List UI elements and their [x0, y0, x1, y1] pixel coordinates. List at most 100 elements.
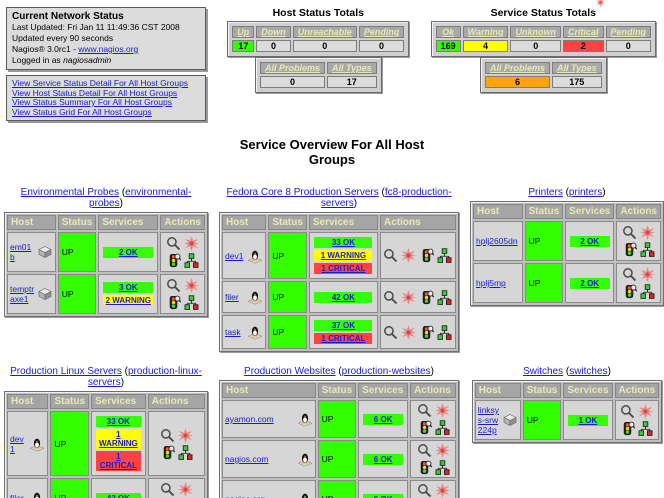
service-all-problems-link[interactable]: All Problems	[484, 62, 550, 74]
traffic-light-icon[interactable]	[166, 253, 181, 268]
group-alias-link[interactable]: printers	[568, 187, 603, 198]
starburst-icon[interactable]	[638, 404, 653, 419]
status-map-icon[interactable]	[435, 420, 450, 435]
status-map-icon[interactable]	[178, 445, 193, 460]
host-link[interactable]: nagios.org	[225, 494, 265, 498]
service-ok-link[interactable]: 6 OK	[373, 414, 393, 424]
magnifier-icon[interactable]	[417, 443, 432, 458]
service-critical-link[interactable]: 1 CRITICAL	[99, 452, 138, 470]
starburst-icon[interactable]	[640, 225, 655, 240]
traffic-light-icon[interactable]	[622, 242, 637, 257]
service-warning-link[interactable]: 1 WARNING	[320, 251, 367, 260]
group-name-link[interactable]: Fedora Core 8 Production Servers	[226, 187, 379, 198]
host-link[interactable]: dev1	[10, 433, 24, 454]
magnifier-icon[interactable]	[160, 482, 175, 497]
host-all-types-link[interactable]: All Types	[326, 62, 377, 74]
status-map-icon[interactable]	[638, 421, 653, 436]
service-all-types-link[interactable]: All Types	[551, 62, 602, 74]
host-link[interactable]: hplj5mp	[476, 278, 506, 288]
status-map-icon[interactable]	[640, 284, 655, 299]
host-total-down-link[interactable]: Down	[256, 26, 291, 38]
starburst-icon[interactable]	[401, 290, 416, 305]
service-total-pending-link[interactable]: Pending	[605, 26, 651, 38]
status-map-icon[interactable]	[437, 248, 452, 263]
service-total-ok-link[interactable]: Ok	[435, 26, 461, 38]
traffic-light-icon[interactable]	[419, 325, 434, 340]
magnifier-icon[interactable]	[622, 225, 637, 240]
group-alias-link[interactable]: environmental-probes	[89, 187, 192, 209]
host-all-problems-link[interactable]: All Problems	[259, 62, 325, 74]
service-ok-link[interactable]: 37 OK	[331, 321, 355, 330]
service-ok-link[interactable]: 2 OK	[118, 247, 138, 257]
host-total-pending-link[interactable]: Pending	[358, 26, 405, 38]
service-ok-link[interactable]: 6 OK	[374, 495, 393, 498]
host-link[interactable]: task	[225, 327, 241, 337]
traffic-light-icon[interactable]	[417, 460, 432, 475]
service-ok-link[interactable]: 1 OK	[578, 415, 598, 425]
service-ok-link[interactable]: 3 OK	[118, 283, 138, 292]
traffic-light-icon[interactable]	[622, 284, 637, 299]
magnifier-icon[interactable]	[383, 248, 398, 263]
status-map-icon[interactable]	[437, 290, 452, 305]
magnifier-icon[interactable]	[620, 404, 635, 419]
magnifier-icon[interactable]	[166, 278, 181, 293]
magnifier-icon[interactable]	[417, 403, 432, 418]
service-warning-link[interactable]: 1 WARNING	[99, 430, 138, 448]
magnifier-icon[interactable]	[622, 267, 637, 282]
starburst-icon[interactable]	[184, 278, 199, 293]
traffic-light-icon[interactable]	[160, 445, 175, 460]
service-ok-link[interactable]: 6 OK	[373, 454, 393, 464]
host-link[interactable]: dev1	[225, 250, 244, 261]
status-map-icon[interactable]	[184, 253, 199, 268]
status-map-icon[interactable]	[435, 460, 450, 475]
group-name-link[interactable]: Printers	[528, 187, 563, 198]
group-name-link[interactable]: Switches	[523, 366, 564, 377]
traffic-light-icon[interactable]	[620, 421, 635, 436]
service-ok-link[interactable]: 2 OK	[580, 236, 600, 246]
starburst-icon[interactable]	[401, 248, 416, 263]
status-map-icon[interactable]	[184, 295, 199, 310]
starburst-icon[interactable]	[435, 483, 450, 498]
starburst-icon[interactable]	[435, 403, 450, 418]
status-map-icon[interactable]	[437, 325, 452, 340]
host-total-unreachable-link[interactable]: Unreachable	[292, 26, 357, 38]
magnifier-icon[interactable]	[166, 236, 181, 251]
service-ok-link[interactable]: 2 OK	[580, 278, 600, 288]
host-link[interactable]: ayamon.com	[225, 414, 274, 424]
starburst-icon[interactable]	[184, 236, 199, 251]
host-link[interactable]: filer	[10, 493, 24, 498]
service-ok-link[interactable]: 42 OK	[106, 493, 130, 498]
starburst-icon[interactable]	[401, 325, 416, 340]
nav-link-status-grid[interactable]: View Status Grid For All Host Groups	[12, 106, 152, 117]
service-total-unknown-link[interactable]: Unknown	[510, 26, 561, 38]
nav-link-service-status-detail[interactable]: View Service Status Detail For All Host …	[12, 78, 189, 88]
host-link[interactable]: temptraxe1	[10, 284, 35, 304]
service-warning-link[interactable]: 2 WARNING	[105, 296, 151, 305]
host-link[interactable]: filer	[225, 292, 239, 302]
service-ok-link[interactable]: 42 OK	[331, 292, 355, 302]
traffic-light-icon[interactable]	[166, 295, 181, 310]
starburst-icon[interactable]	[178, 428, 193, 443]
host-link[interactable]: hplj2605dn	[476, 236, 518, 246]
service-total-critical-link[interactable]: Critical	[562, 26, 604, 38]
service-critical-link[interactable]: 1 CRITICAL	[321, 334, 366, 343]
starburst-icon[interactable]	[640, 267, 655, 282]
host-link[interactable]: em01b	[10, 242, 32, 262]
magnifier-icon[interactable]	[383, 290, 398, 305]
service-ok-link[interactable]: 33 OK	[331, 238, 355, 247]
traffic-light-icon[interactable]	[417, 420, 432, 435]
group-alias-link[interactable]: switches	[569, 366, 608, 377]
magnifier-icon[interactable]	[160, 428, 175, 443]
host-link[interactable]: nagios.com	[225, 454, 269, 464]
traffic-light-icon[interactable]	[419, 290, 434, 305]
starburst-icon[interactable]	[178, 482, 193, 497]
nagios-org-link[interactable]: www.nagios.org	[78, 44, 139, 54]
host-link[interactable]: linksys-srw224p	[477, 405, 500, 435]
service-critical-link[interactable]: 1 CRITICAL	[321, 264, 366, 273]
nav-link-host-status-detail[interactable]: View Host Status Detail For All Host Gro…	[12, 87, 178, 98]
group-name-link[interactable]: Production Linux Servers	[10, 366, 122, 377]
service-total-warning-link[interactable]: Warning	[462, 26, 509, 38]
host-total-up-link[interactable]: Up	[232, 26, 255, 38]
group-alias-link[interactable]: production-websites	[341, 366, 431, 377]
traffic-light-icon[interactable]	[419, 248, 434, 263]
